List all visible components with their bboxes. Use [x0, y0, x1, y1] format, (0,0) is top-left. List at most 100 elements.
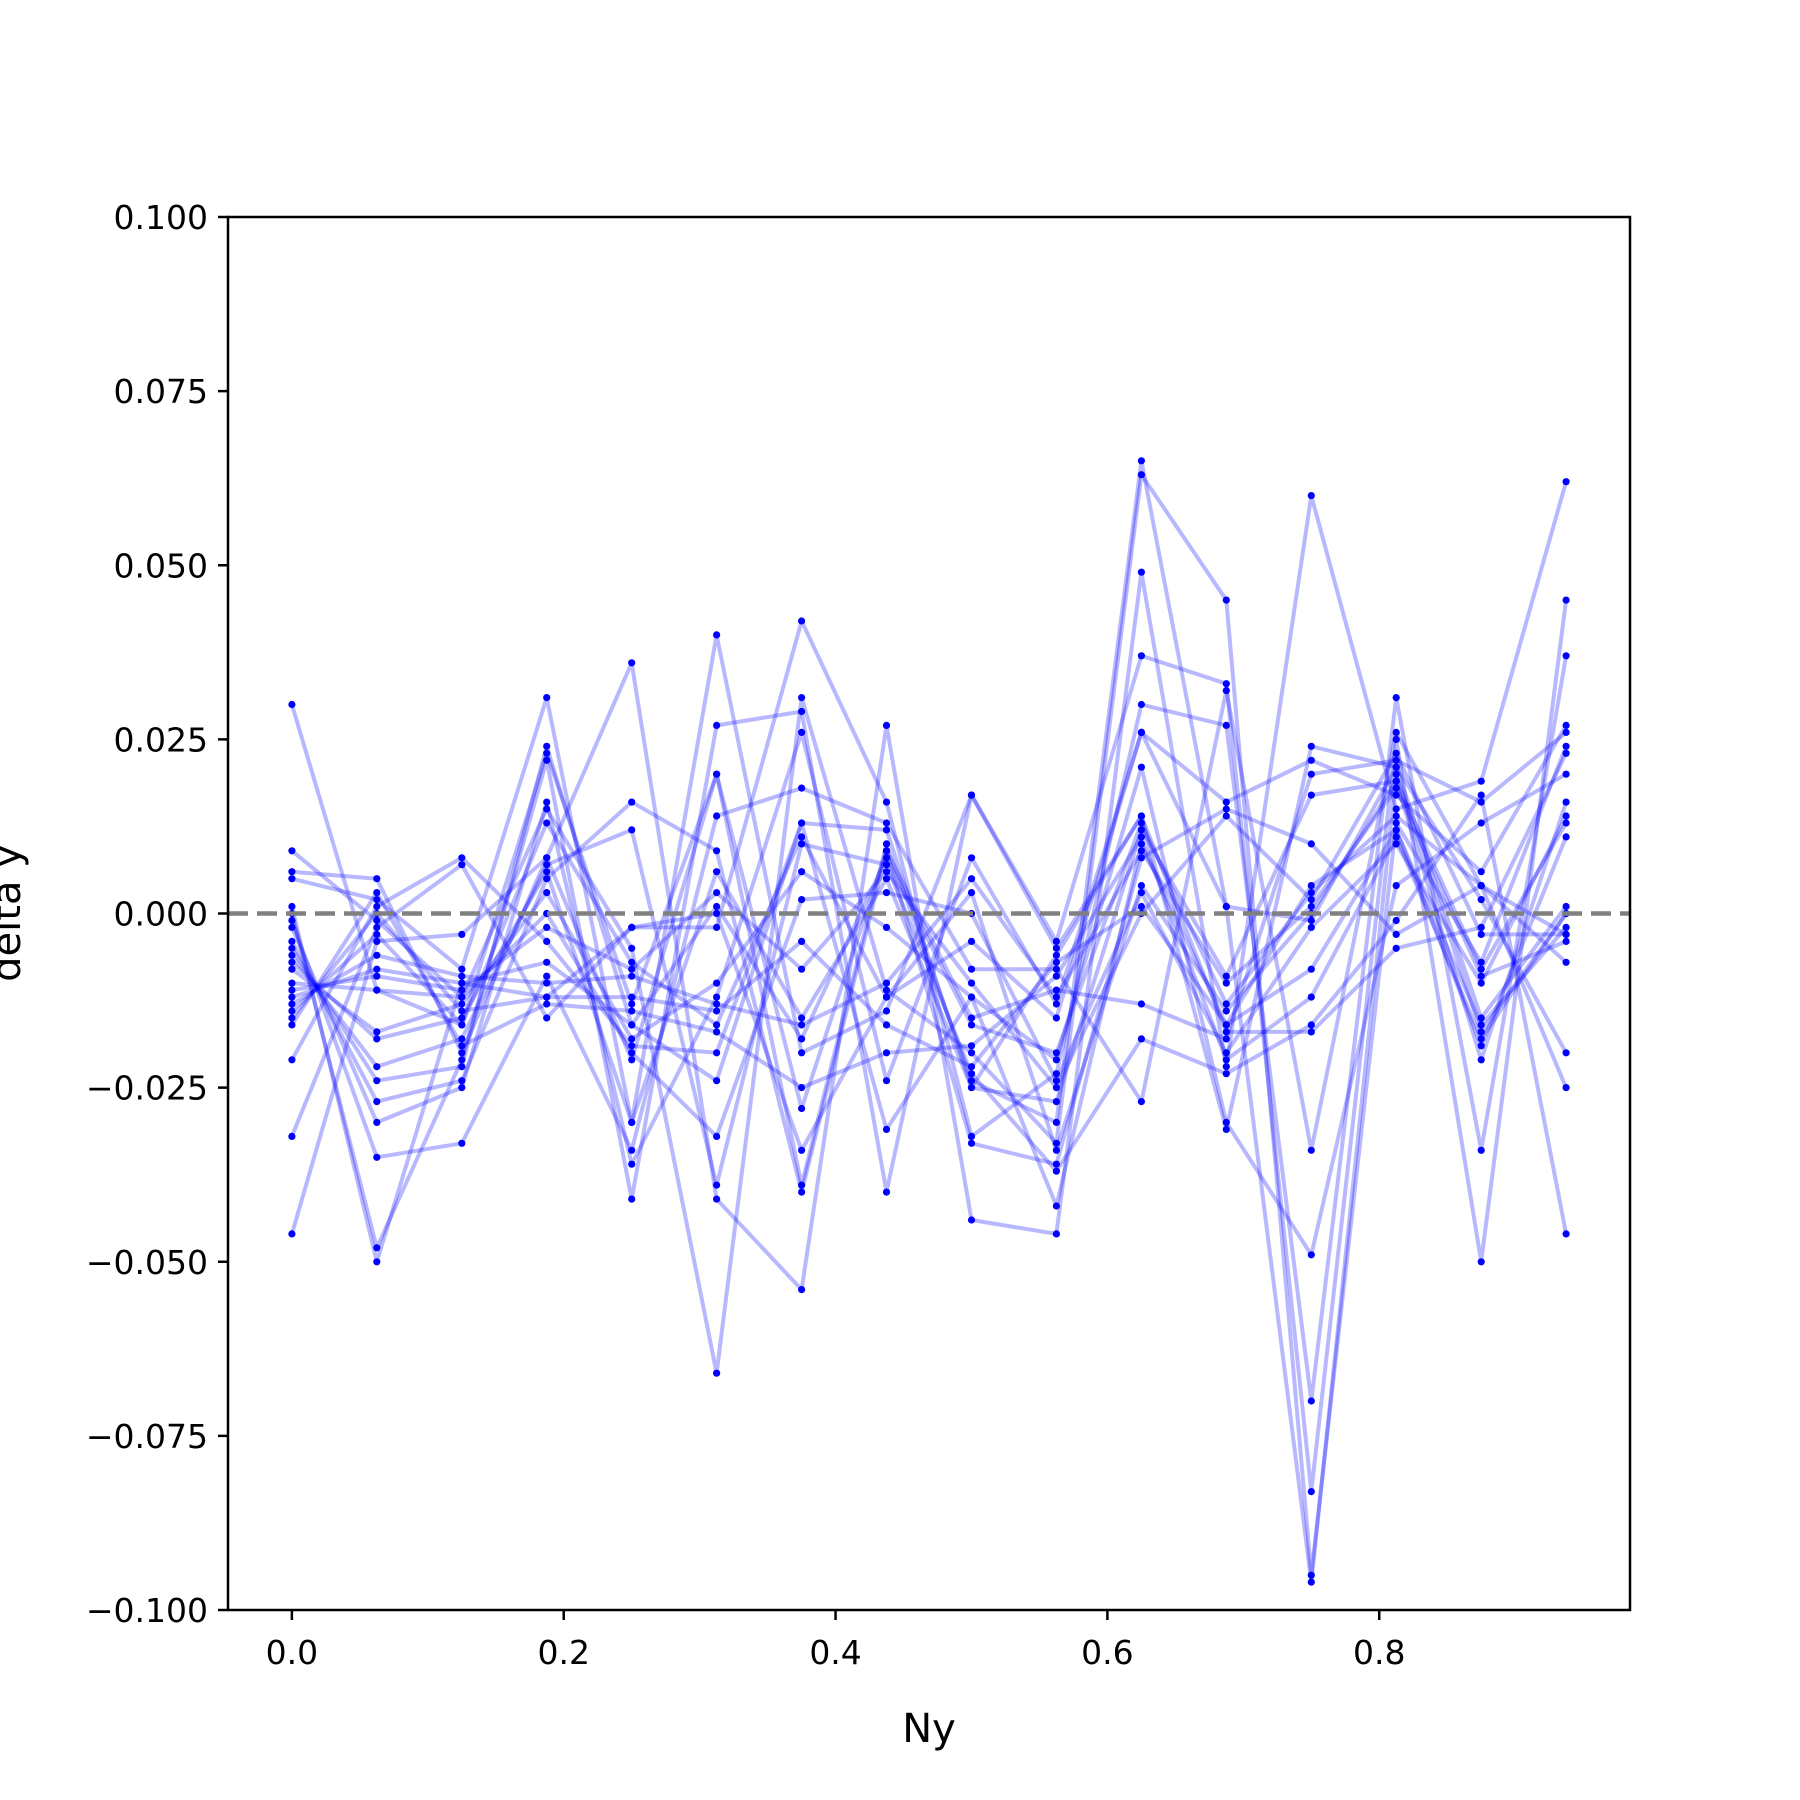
data-point: [373, 937, 381, 946]
series-line: [290, 730, 1568, 1027]
series-17: [288, 784, 1570, 1029]
data-point: [1477, 798, 1485, 806]
data-point: [373, 1153, 381, 1161]
data-point: [798, 1035, 806, 1043]
data-point: [798, 868, 806, 876]
data-point: [882, 847, 891, 855]
data-point: [1052, 1146, 1060, 1154]
data-point: [373, 965, 381, 973]
data-point: [713, 770, 721, 778]
data-point: [967, 1216, 976, 1224]
data-point: [458, 1049, 466, 1057]
data-point: [1392, 784, 1400, 792]
data-point: [967, 1139, 976, 1147]
data-point: [967, 791, 976, 799]
data-point: [288, 868, 296, 876]
series-line: [291, 481, 1569, 1292]
series-line: [290, 827, 1568, 1069]
data-point: [628, 1049, 636, 1057]
data-point: [543, 805, 551, 813]
data-point: [1392, 916, 1400, 925]
series-line: [289, 772, 1568, 1235]
data-point: [1222, 979, 1230, 987]
data-point: [1052, 1070, 1060, 1078]
series-11: [288, 791, 1570, 1238]
data-point: [1052, 1014, 1060, 1022]
data-point: [713, 721, 721, 730]
data-point: [628, 993, 636, 1001]
data-point: [458, 1021, 466, 1029]
data-point: [713, 1195, 721, 1203]
data-point: [1307, 1488, 1315, 1496]
data-point: [1307, 965, 1315, 973]
data-point: [373, 1098, 381, 1106]
data-point: [1222, 1000, 1230, 1008]
data-point: [1137, 1035, 1145, 1043]
data-point: [458, 1042, 466, 1050]
data-point: [1052, 993, 1060, 1001]
data-point: [1307, 1021, 1315, 1029]
data-point: [882, 840, 891, 848]
data-point: [882, 979, 891, 987]
data-point: [373, 1035, 381, 1043]
data-point: [1477, 979, 1485, 987]
series-line: [290, 793, 1569, 1235]
data-point: [882, 1021, 891, 1029]
data-point: [1562, 652, 1570, 660]
data-point: [373, 902, 381, 911]
x-tick-label: 0.4: [809, 1633, 861, 1672]
data-point: [882, 1049, 891, 1057]
data-point: [1562, 958, 1570, 966]
series-line: [290, 786, 1567, 1027]
data-point: [628, 1118, 636, 1126]
x-axis-ticks: 0.0 0.2 0.4 0.6 0.8: [266, 1610, 1405, 1672]
data-point: [373, 986, 381, 994]
data-point: [1052, 986, 1060, 994]
data-point: [288, 1000, 296, 1008]
data-point: [1222, 1049, 1230, 1057]
data-point: [1137, 840, 1145, 848]
data-point: [713, 1028, 721, 1036]
data-point: [373, 1118, 381, 1126]
data-point: [1392, 826, 1400, 834]
series-22: [288, 777, 1570, 1154]
data-point: [628, 659, 636, 667]
data-point: [628, 1021, 636, 1029]
data-point: [1562, 728, 1570, 737]
data-point: [1562, 833, 1570, 841]
data-point: [1392, 805, 1400, 813]
data-point: [1477, 930, 1485, 939]
data-point: [1307, 770, 1315, 778]
data-point: [1222, 1063, 1230, 1071]
data-point: [713, 847, 721, 855]
data-point: [458, 993, 466, 1001]
data-point: [1477, 1258, 1485, 1266]
data-point: [288, 700, 296, 709]
data-point: [967, 1049, 976, 1057]
data-point: [373, 889, 381, 897]
data-point: [713, 812, 721, 820]
data-point: [543, 742, 551, 750]
data-point: [373, 923, 381, 932]
data-point: [458, 1063, 466, 1071]
data-point: [628, 958, 636, 966]
series-line: [289, 458, 1568, 1585]
data-point: [288, 923, 296, 932]
data-point: [628, 923, 636, 932]
data-point: [798, 1014, 806, 1022]
data-point: [373, 972, 381, 980]
data-point: [713, 902, 721, 911]
data-point: [1052, 1202, 1060, 1210]
series-7: [288, 687, 1570, 1161]
data-point: [713, 1021, 721, 1029]
data-point: [628, 1042, 636, 1050]
data-point: [1137, 1000, 1145, 1008]
series-line: [291, 599, 1569, 1494]
data-point: [1052, 1084, 1060, 1092]
data-point: [543, 868, 551, 876]
series-line: [290, 730, 1568, 1195]
data-point: [1137, 882, 1145, 890]
data-point: [1392, 840, 1400, 848]
series-2: [288, 471, 1570, 1579]
data-point: [288, 1230, 296, 1238]
